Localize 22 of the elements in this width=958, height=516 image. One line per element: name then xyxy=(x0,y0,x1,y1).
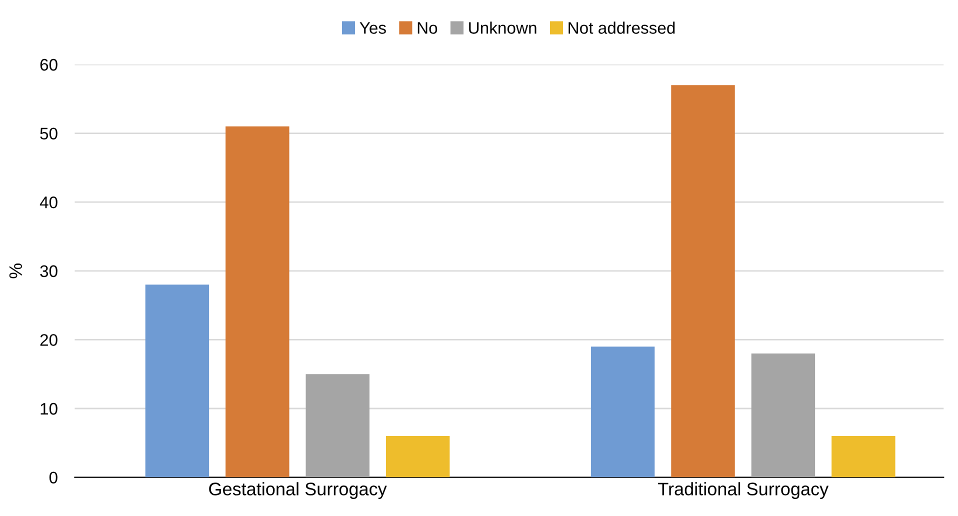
bar xyxy=(751,353,816,478)
y-tick-label: 40 xyxy=(40,196,58,208)
bar xyxy=(226,126,290,478)
legend-label: Yes xyxy=(360,22,386,34)
y-tick-label: 30 xyxy=(40,265,58,278)
bar xyxy=(590,346,655,478)
y-tick-label: 0 xyxy=(49,472,58,484)
y-axis-title: % xyxy=(9,264,22,278)
bar xyxy=(306,374,370,478)
legend-label: Not addressed xyxy=(568,22,675,34)
legend-label: No xyxy=(418,22,438,34)
bar xyxy=(386,436,450,478)
x-tick-label: Traditional Surrogacy xyxy=(658,482,829,499)
y-tick-label: 10 xyxy=(40,402,58,415)
x-tick-label: Gestational Surrogacy xyxy=(209,482,387,499)
bar xyxy=(145,284,210,478)
y-tick-label: 20 xyxy=(40,334,58,346)
bar xyxy=(671,85,735,478)
y-tick-label: 60 xyxy=(40,58,58,71)
legend-label: Unknown xyxy=(469,22,536,34)
bar xyxy=(832,436,896,478)
y-tick-label: 50 xyxy=(40,128,58,140)
